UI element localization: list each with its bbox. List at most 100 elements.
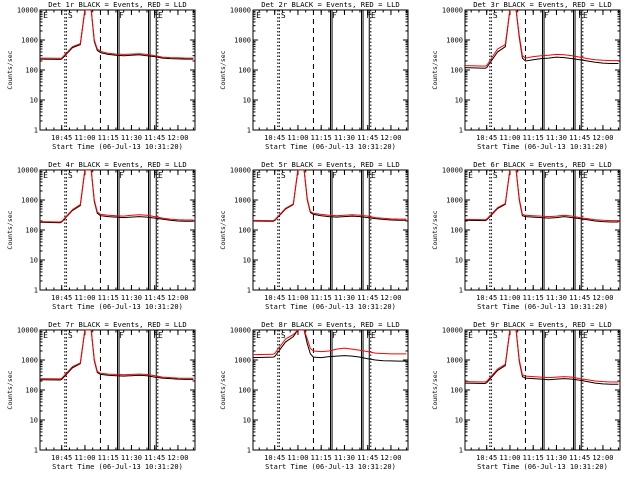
panel-title: Det 9r BLACK = Events, RED = LLD [473, 320, 611, 329]
x-tick-label: 11:45 [357, 294, 378, 302]
x-tick-label: 10:45 [51, 134, 72, 142]
panel-det-4r: Det 4r BLACK = Events, RED = LLD 1 10 100 10… [6, 160, 196, 311]
event-marker-label: F [544, 11, 549, 20]
event-marker-label: S [68, 171, 73, 180]
x-tick-label: 11:00 [287, 134, 308, 142]
x-tick-label: 12:00 [380, 454, 401, 462]
x-tick-label: 10:45 [51, 454, 72, 462]
y-tick-label: 10 [455, 97, 463, 105]
panel-title: Det 2r BLACK = Events, RED = LLD [261, 0, 399, 9]
event-marker-label: E [256, 171, 261, 180]
x-tick-label: 12:00 [380, 134, 401, 142]
x-tick-label: 11:45 [144, 294, 165, 302]
x-tick-label: 10:45 [264, 294, 285, 302]
y-tick-label: 1 [34, 287, 38, 295]
y-tick-label: 10000 [442, 167, 463, 175]
event-marker-label: F [544, 331, 549, 340]
panel-det-6r: Det 6r BLACK = Events, RED = LLD 1 10 100 10… [431, 160, 621, 311]
event-marker-label: S [281, 331, 286, 340]
x-tick-label: 11:45 [569, 294, 590, 302]
series-events-line [40, 170, 194, 224]
y-tick-label: 1 [34, 127, 38, 135]
x-tick-label: 12:00 [380, 294, 401, 302]
x-tick-label: 10:45 [264, 454, 285, 462]
x-tick-label: 11:15 [523, 454, 544, 462]
event-marker-label: S [493, 171, 498, 180]
y-axis-label: Counts/sec [219, 210, 227, 249]
event-marker-label: F [544, 171, 549, 180]
panel-title: Det 4r BLACK = Events, RED = LLD [48, 160, 186, 169]
y-tick-label: 1000 [446, 197, 463, 205]
y-tick-label: 10000 [230, 327, 251, 335]
series-lld-line [253, 170, 407, 222]
series-lld-line [253, 330, 407, 356]
y-axis-label: Counts/sec [219, 370, 227, 409]
series-lld-line [465, 330, 619, 383]
panel-det-7r: Det 7r BLACK = Events, RED = LLD 1 10 100 10… [6, 320, 196, 471]
event-marker-label: FE [366, 11, 376, 20]
event-marker-label: F [119, 11, 124, 20]
y-tick-label: 1 [34, 447, 38, 455]
x-tick-label: 10:45 [476, 294, 497, 302]
x-tick-label: 11:15 [311, 294, 332, 302]
x-tick-label: 11:45 [569, 134, 590, 142]
event-marker-label: FE [578, 171, 588, 180]
x-tick-label: 11:45 [144, 134, 165, 142]
event-marker-label: F [332, 331, 337, 340]
x-tick-label: 12:00 [592, 454, 613, 462]
x-tick-label: 10:45 [476, 134, 497, 142]
y-tick-label: 100 [238, 387, 251, 395]
series-events-line [253, 170, 407, 222]
panel-title: Det 5r BLACK = Events, RED = LLD [261, 160, 399, 169]
y-tick-label: 10000 [442, 327, 463, 335]
y-axis-label: Counts/sec [6, 50, 14, 89]
x-axis-label: Start Time (06-Jul-13 10:31:20) [265, 463, 396, 471]
y-axis-label: Counts/sec [431, 210, 439, 249]
x-axis-label: Start Time (06-Jul-13 10:31:20) [477, 463, 608, 471]
event-marker-label: S [68, 331, 73, 340]
y-tick-label: 10 [243, 417, 251, 425]
panel-det-5r: Det 5r BLACK = Events, RED = LLD 1 10 100 10… [219, 160, 409, 311]
event-marker-label: FE [578, 331, 588, 340]
x-tick-label: 11:30 [121, 294, 142, 302]
series-lld-line [465, 10, 619, 67]
panel-det-8r: Det 8r BLACK = Events, RED = LLD 1 10 100 10… [219, 320, 409, 471]
panel-title: Det 1r BLACK = Events, RED = LLD [48, 0, 186, 9]
event-marker-label: S [281, 171, 286, 180]
event-marker-label: S [68, 11, 73, 20]
y-tick-label: 1000 [21, 197, 38, 205]
panel-title: Det 8r BLACK = Events, RED = LLD [261, 320, 399, 329]
x-axis-label: Start Time (06-Jul-13 10:31:20) [52, 303, 183, 311]
panel-det-3r: Det 3r BLACK = Events, RED = LLD 1 10 100 10… [431, 0, 621, 151]
y-tick-label: 10000 [17, 327, 38, 335]
x-axis-label: Start Time (06-Jul-13 10:31:20) [52, 463, 183, 471]
y-tick-label: 100 [238, 227, 251, 235]
event-marker-label: E [256, 11, 261, 20]
x-tick-label: 11:00 [74, 454, 95, 462]
y-axis-label: Counts/sec [431, 50, 439, 89]
x-axis-label: Start Time (06-Jul-13 10:31:20) [477, 303, 608, 311]
panel-title: Det 6r BLACK = Events, RED = LLD [473, 160, 611, 169]
event-marker-label: FE [578, 11, 588, 20]
x-tick-label: 11:45 [357, 454, 378, 462]
y-tick-label: 100 [450, 227, 463, 235]
y-tick-label: 100 [238, 67, 251, 75]
series-events-line [465, 330, 619, 385]
series-lld-line [40, 330, 194, 380]
x-tick-label: 10:45 [51, 294, 72, 302]
panel-det-1r: Det 1r BLACK = Events, RED = LLD 1 10 100 10… [6, 0, 196, 151]
y-tick-label: 1 [459, 447, 463, 455]
y-tick-label: 10 [30, 97, 38, 105]
x-tick-label: 12:00 [167, 134, 188, 142]
y-tick-label: 1000 [234, 357, 251, 365]
y-tick-label: 10000 [17, 7, 38, 15]
event-marker-label: E [43, 11, 48, 20]
y-tick-label: 10000 [442, 7, 463, 15]
y-axis-label: Counts/sec [6, 370, 14, 409]
y-tick-label: 100 [25, 227, 38, 235]
event-marker-label: E [43, 171, 48, 180]
x-tick-label: 10:45 [476, 454, 497, 462]
y-tick-label: 1 [247, 447, 251, 455]
event-marker-label: S [493, 11, 498, 20]
